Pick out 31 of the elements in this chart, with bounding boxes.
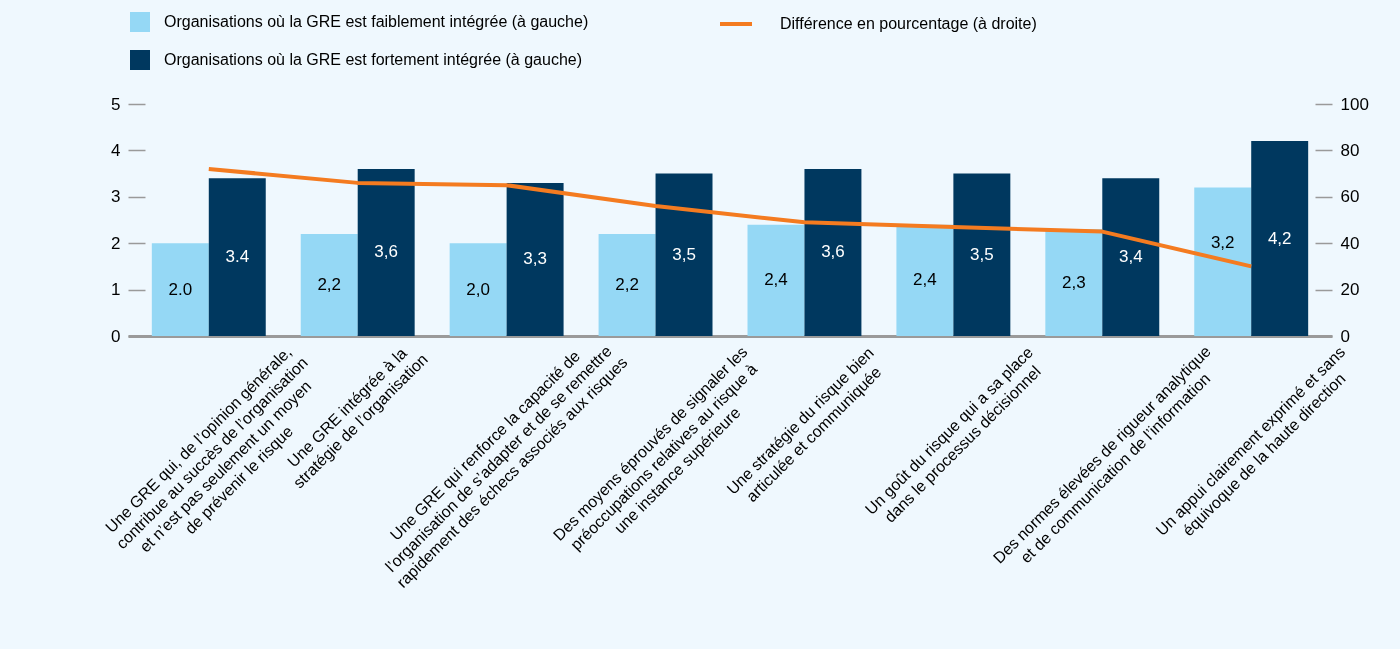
y2-tick-label: 40 [1340,233,1360,253]
data-label: 3,2 [1210,232,1235,252]
data-label: 2,0 [466,279,490,299]
data-label: 2,3 [1061,272,1086,292]
y-tick-label: 2 [111,233,121,253]
data-label: 3.4 [225,247,250,267]
y2-tick-label: 100 [1340,94,1369,114]
legend-label: Organisations où la GRE est faiblement intégrée (à gauche) [164,13,589,30]
y2-tick-label: 0 [1340,326,1350,346]
data-label: 2,4 [913,270,937,290]
data-label: 2,2 [615,274,639,294]
y2-tick-label: 80 [1340,140,1360,160]
data-label: 2.0 [168,279,193,299]
data-label: 4,2 [1267,228,1292,248]
data-label: 3,4 [1118,247,1143,267]
y2-tick-label: 60 [1340,187,1360,207]
data-label: 3,5 [970,244,994,264]
y-tick-label: 3 [111,187,121,207]
y-tick-label: 4 [111,140,121,160]
legend-label: Différence en pourcentage (à droite) [780,15,1037,32]
y2-tick-label: 20 [1340,280,1360,300]
data-label: 2,2 [317,274,342,294]
data-label: 3,6 [821,242,845,262]
data-label: 3,6 [374,242,399,262]
y-tick-label: 1 [111,280,121,300]
legend-label: Organisations où la GRE est fortement intégrée (à gauche) [164,51,582,68]
data-label: 3,3 [523,249,547,269]
data-label: 3,5 [672,244,696,264]
y-tick-label: 0 [111,326,121,346]
y-tick-label: 5 [111,94,121,114]
data-label: 2,4 [764,270,788,290]
